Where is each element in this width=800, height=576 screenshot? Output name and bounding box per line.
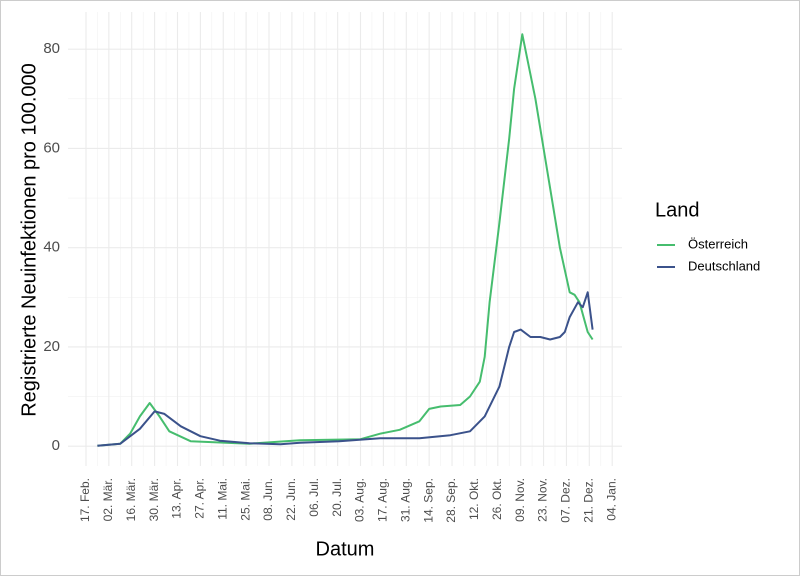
x-tick-label: 03. Aug.: [353, 478, 367, 522]
x-tick-label: 08. Jun.: [261, 478, 275, 521]
x-tick-label: 20. Jul.: [330, 478, 344, 517]
series-line: [97, 33, 594, 447]
x-tick-label: 02. Mär.: [101, 478, 115, 521]
x-tick-label: 07. Dez.: [559, 478, 573, 523]
x-tick-label: 31. Aug.: [398, 478, 412, 522]
x-tick-label: 12. Okt.: [467, 478, 481, 520]
x-tick-label: 27. Apr.: [193, 478, 207, 519]
x-tick-label: 21. Dez.: [581, 478, 595, 523]
x-tick-label: 22. Jun.: [284, 478, 298, 521]
x-tick-label: 17. Feb.: [78, 478, 92, 522]
x-tick-label: 06. Jul.: [307, 478, 321, 517]
x-tick-label: 04. Jan.: [604, 478, 618, 521]
x-tick-label: 11. Mai.: [215, 478, 229, 520]
x-tick-label: 28. Sep.: [444, 478, 458, 523]
y-tick-label: 80: [43, 40, 60, 57]
x-axis-label: Datum: [316, 538, 375, 560]
legend-label: Österreich: [688, 236, 748, 251]
x-tick-label: 14. Sep.: [421, 478, 435, 523]
x-tick-label: 09. Nov.: [513, 478, 527, 522]
series-line: [97, 291, 594, 447]
x-tick-label: 30. Mär.: [147, 478, 161, 521]
x-tick-label: 26. Okt.: [490, 478, 504, 520]
y-tick-label: 20: [43, 338, 60, 355]
x-tick-label: 17. Aug.: [376, 478, 390, 522]
legend-title: Land: [655, 199, 700, 221]
y-tick-label: 0: [52, 437, 60, 454]
x-tick-label: 23. Nov.: [536, 478, 550, 522]
x-tick-label: 13. Apr.: [170, 478, 184, 519]
y-tick-label: 40: [43, 239, 60, 256]
y-tick-label: 60: [43, 139, 60, 156]
x-tick-label: 16. Mär.: [124, 478, 138, 521]
y-axis-label: Registrierte Neuinfektionen pro 100.000: [18, 63, 40, 417]
x-tick-label: 25. Mai.: [238, 478, 252, 521]
legend-label: Deutschland: [688, 258, 760, 273]
